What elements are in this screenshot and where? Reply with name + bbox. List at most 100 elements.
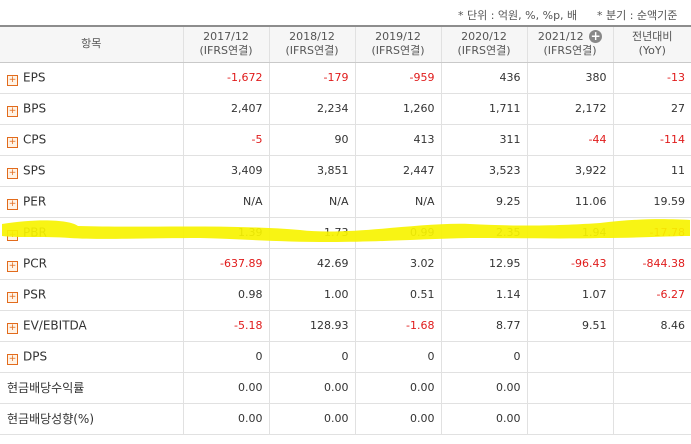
- value-cell: -17.78: [612, 217, 691, 249]
- value-cell: 9.51: [526, 310, 613, 342]
- financial-ratio-table: 항목 2017/12 (IFRS연결) 2018/12 (IFRS연결) 2019/…: [0, 25, 691, 435]
- value-cell: 90: [268, 124, 355, 156]
- row-label-cell[interactable]: + CPS: [0, 124, 183, 156]
- value-cell: 27: [612, 93, 691, 125]
- value-cell: 0.99: [354, 217, 441, 249]
- header-year: 2019/12: [375, 30, 421, 44]
- row-label-cell[interactable]: + PBR: [0, 217, 183, 249]
- header-year: 2021/12: [537, 30, 584, 44]
- value-cell: -959: [354, 62, 441, 94]
- value-cell: 128.93: [268, 310, 355, 342]
- value-cell: -5.18: [182, 310, 269, 342]
- header-year: 2018/12: [289, 30, 335, 44]
- expand-plus-icon[interactable]: +: [7, 260, 18, 272]
- value-cell: -6.27: [612, 279, 691, 311]
- value-cell: 0: [182, 341, 269, 373]
- row-label: BPS: [23, 101, 47, 115]
- value-cell: 0.00: [268, 403, 355, 435]
- row-label: PCR: [23, 256, 47, 270]
- expand-plus-icon[interactable]: +: [7, 74, 18, 86]
- header-yoy: 전년대비 (YoY): [612, 25, 691, 63]
- value-cell: [526, 372, 613, 404]
- unit-note: * 단위 : 억원, %, %p, 배: [458, 9, 578, 22]
- row-label-cell[interactable]: + PCR: [0, 248, 183, 280]
- value-cell: 3,409: [182, 155, 269, 187]
- value-cell: 1.39: [182, 217, 269, 249]
- value-cell: 3,523: [440, 155, 527, 187]
- table-row-pbr: + PBR 1.39 1.73 0.99 2.35 1.94 -17.78: [0, 217, 691, 249]
- expand-plus-icon[interactable]: +: [7, 167, 18, 179]
- row-label: 현금배당수익률: [7, 381, 85, 395]
- row-label: EPS: [23, 70, 46, 84]
- value-cell: N/A: [268, 186, 355, 218]
- row-label-cell[interactable]: + BPS: [0, 93, 183, 125]
- header-sub: (IFRS연결): [543, 44, 597, 58]
- value-cell: 1.73: [268, 217, 355, 249]
- value-cell: 1.94: [526, 217, 613, 249]
- row-label-cell[interactable]: + DPS: [0, 341, 183, 373]
- value-cell: 0.00: [182, 403, 269, 435]
- row-label-cell[interactable]: + SPS: [0, 155, 183, 187]
- value-cell: -844.38: [612, 248, 691, 280]
- value-cell: 3,922: [526, 155, 613, 187]
- value-cell: 2,447: [354, 155, 441, 187]
- value-cell: -1,672: [182, 62, 269, 94]
- value-cell: 8.77: [440, 310, 527, 342]
- value-cell: 380: [526, 62, 613, 94]
- value-cell: [526, 341, 613, 373]
- row-label-cell[interactable]: + EV/EBITDA: [0, 310, 183, 342]
- value-cell: [526, 403, 613, 435]
- header-year: 2020/12: [461, 30, 507, 44]
- plus-circle-icon[interactable]: +: [589, 29, 603, 44]
- header-item: 항목: [0, 25, 183, 63]
- header-sub: (IFRS연결): [371, 44, 425, 58]
- table-header-row: 항목 2017/12 (IFRS연결) 2018/12 (IFRS연결) 2019/…: [0, 25, 691, 63]
- expand-plus-icon[interactable]: +: [7, 136, 18, 148]
- table-row-dps: + DPS 0 0 0 0: [0, 341, 691, 373]
- value-cell: 0.51: [354, 279, 441, 311]
- table-row-bps: + BPS 2,407 2,234 1,260 1,711 2,172 27: [0, 93, 691, 125]
- value-cell: -13: [612, 62, 691, 94]
- table-row-eps: + EPS -1,672 -179 -959 436 380 -13: [0, 62, 691, 94]
- value-cell: 413: [354, 124, 441, 156]
- value-cell: 11: [612, 155, 691, 187]
- header-sub: (IFRS연결): [285, 44, 339, 58]
- header-col-2018: 2018/12 (IFRS연결): [268, 25, 355, 63]
- row-label-cell[interactable]: + EPS: [0, 62, 183, 94]
- header-col-2020: 2020/12 (IFRS연결): [440, 25, 527, 63]
- value-cell: -1.68: [354, 310, 441, 342]
- expand-plus-icon[interactable]: +: [7, 229, 18, 241]
- header-sub: (IFRS연결): [457, 44, 511, 58]
- header-yoy-line1: 전년대비: [632, 30, 673, 44]
- value-cell: 8.46: [612, 310, 691, 342]
- table-row-pcr: + PCR -637.89 42.69 3.02 12.95 -96.43 -844.38: [0, 248, 691, 280]
- table-row-sps: + SPS 3,409 3,851 2,447 3,523 3,922 11: [0, 155, 691, 187]
- row-label-cell[interactable]: + PSR: [0, 279, 183, 311]
- value-cell: 3.02: [354, 248, 441, 280]
- value-cell: 0: [354, 341, 441, 373]
- value-cell: 11.06: [526, 186, 613, 218]
- value-cell: 0.00: [440, 372, 527, 404]
- value-cell: N/A: [182, 186, 269, 218]
- value-cell: -179: [268, 62, 355, 94]
- expand-plus-icon[interactable]: +: [7, 291, 18, 303]
- value-cell: 0.00: [354, 403, 441, 435]
- expand-plus-icon[interactable]: +: [7, 322, 18, 334]
- value-cell: 1.14: [440, 279, 527, 311]
- table-row-ev-ebitda: + EV/EBITDA -5.18 128.93 -1.68 8.77 9.51 8.46: [0, 310, 691, 342]
- expand-plus-icon[interactable]: +: [7, 105, 18, 117]
- value-cell: 0.00: [440, 403, 527, 435]
- expand-plus-icon[interactable]: +: [7, 353, 18, 365]
- value-cell: 311: [440, 124, 527, 156]
- expand-plus-icon[interactable]: +: [7, 198, 18, 210]
- row-label-cell[interactable]: + PER: [0, 186, 183, 218]
- value-cell: -5: [182, 124, 269, 156]
- table-row-payout-ratio: 현금배당성향(%) 0.00 0.00 0.00 0.00: [0, 403, 691, 435]
- value-cell: 0.00: [268, 372, 355, 404]
- value-cell: 0.98: [182, 279, 269, 311]
- value-cell: 0: [440, 341, 527, 373]
- value-cell: 2,407: [182, 93, 269, 125]
- value-cell: N/A: [354, 186, 441, 218]
- value-cell: 2,234: [268, 93, 355, 125]
- value-cell: 2.35: [440, 217, 527, 249]
